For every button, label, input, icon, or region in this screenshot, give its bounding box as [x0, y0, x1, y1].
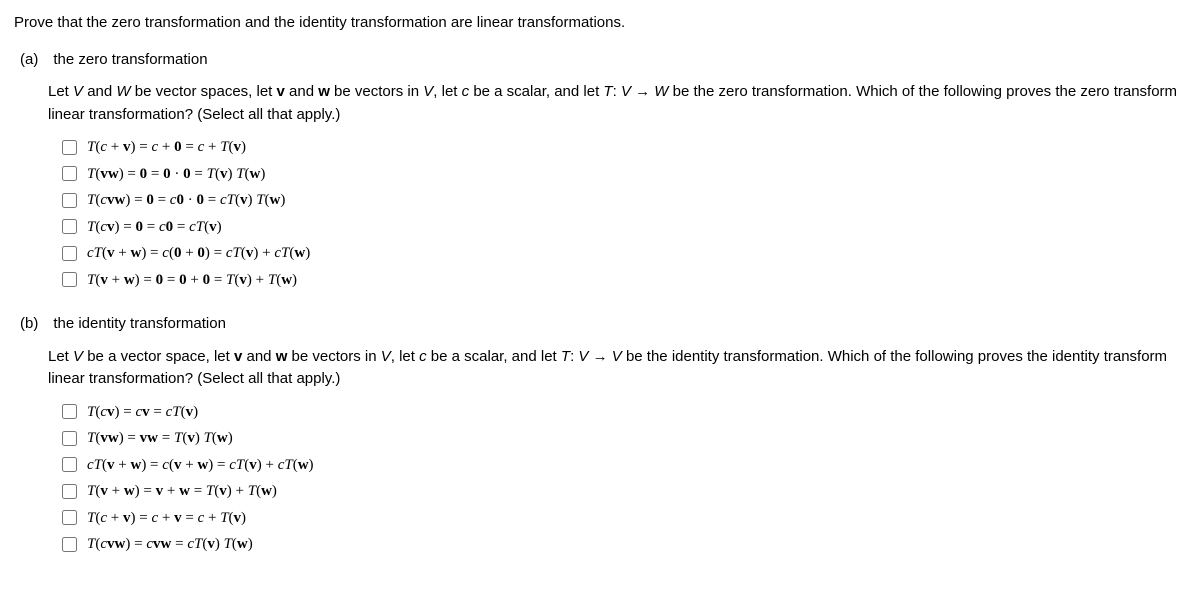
option-label: T(cv) = 0 = c0 = cT(v)	[87, 216, 222, 239]
option-row: T(c + v) = c + v = c + T(v)	[62, 507, 1186, 530]
option-row: T(cv) = 0 = c0 = cT(v)	[62, 216, 1186, 239]
option-label: T(cv) = cv = cT(v)	[87, 401, 198, 424]
part-a-options: T(c + v) = c + 0 = c + T(v) T(vw) = 0 = 0…	[48, 136, 1186, 291]
option-checkbox[interactable]	[62, 272, 77, 287]
option-checkbox[interactable]	[62, 431, 77, 446]
option-row: T(v + w) = v + w = T(v) + T(w)	[62, 480, 1186, 503]
option-row: cT(v + w) = c(v + w) = cT(v) + cT(w)	[62, 454, 1186, 477]
part-b-body: Let V be a vector space, let v and w be …	[48, 346, 1186, 556]
question-prompt: Prove that the zero transformation and t…	[14, 12, 1186, 35]
part-b-intro: Let V be a vector space, let v and w be …	[48, 346, 1186, 391]
option-row: T(c + v) = c + 0 = c + T(v)	[62, 136, 1186, 159]
option-row: T(vw) = 0 = 0 · 0 = T(v) T(w)	[62, 163, 1186, 186]
option-row: T(vw) = vw = T(v) T(w)	[62, 427, 1186, 450]
option-checkbox[interactable]	[62, 457, 77, 472]
part-a-intro: Let V and W be vector spaces, let v and …	[48, 81, 1186, 126]
option-row: T(cvw) = cvw = cT(v) T(w)	[62, 533, 1186, 556]
option-checkbox[interactable]	[62, 246, 77, 261]
option-row: T(cv) = cv = cT(v)	[62, 401, 1186, 424]
option-label: T(cvw) = cvw = cT(v) T(w)	[87, 533, 253, 556]
part-b-options: T(cv) = cv = cT(v) T(vw) = vw = T(v) T(w)…	[48, 401, 1186, 556]
option-label: T(c + v) = c + v = c + T(v)	[87, 507, 246, 530]
option-label: T(v + w) = 0 = 0 + 0 = T(v) + T(w)	[87, 269, 297, 292]
option-checkbox[interactable]	[62, 166, 77, 181]
option-label: T(vw) = 0 = 0 · 0 = T(v) T(w)	[87, 163, 265, 186]
part-a-body: Let V and W be vector spaces, let v and …	[48, 81, 1186, 291]
option-checkbox[interactable]	[62, 140, 77, 155]
option-label: T(c + v) = c + 0 = c + T(v)	[87, 136, 246, 159]
option-label: T(v + w) = v + w = T(v) + T(w)	[87, 480, 277, 503]
option-label: T(vw) = vw = T(v) T(w)	[87, 427, 233, 450]
part-a-label: (a) the zero transformation	[20, 49, 1186, 72]
option-label: cT(v + w) = c(0 + 0) = cT(v) + cT(w)	[87, 242, 310, 265]
option-checkbox[interactable]	[62, 484, 77, 499]
option-row: T(v + w) = 0 = 0 + 0 = T(v) + T(w)	[62, 269, 1186, 292]
option-checkbox[interactable]	[62, 404, 77, 419]
option-label: T(cvw) = 0 = c0 · 0 = cT(v) T(w)	[87, 189, 285, 212]
option-row: T(cvw) = 0 = c0 · 0 = cT(v) T(w)	[62, 189, 1186, 212]
option-checkbox[interactable]	[62, 537, 77, 552]
option-checkbox[interactable]	[62, 219, 77, 234]
option-checkbox[interactable]	[62, 193, 77, 208]
part-b-label: (b) the identity transformation	[20, 313, 1186, 336]
option-label: cT(v + w) = c(v + w) = cT(v) + cT(w)	[87, 454, 314, 477]
option-checkbox[interactable]	[62, 510, 77, 525]
option-row: cT(v + w) = c(0 + 0) = cT(v) + cT(w)	[62, 242, 1186, 265]
